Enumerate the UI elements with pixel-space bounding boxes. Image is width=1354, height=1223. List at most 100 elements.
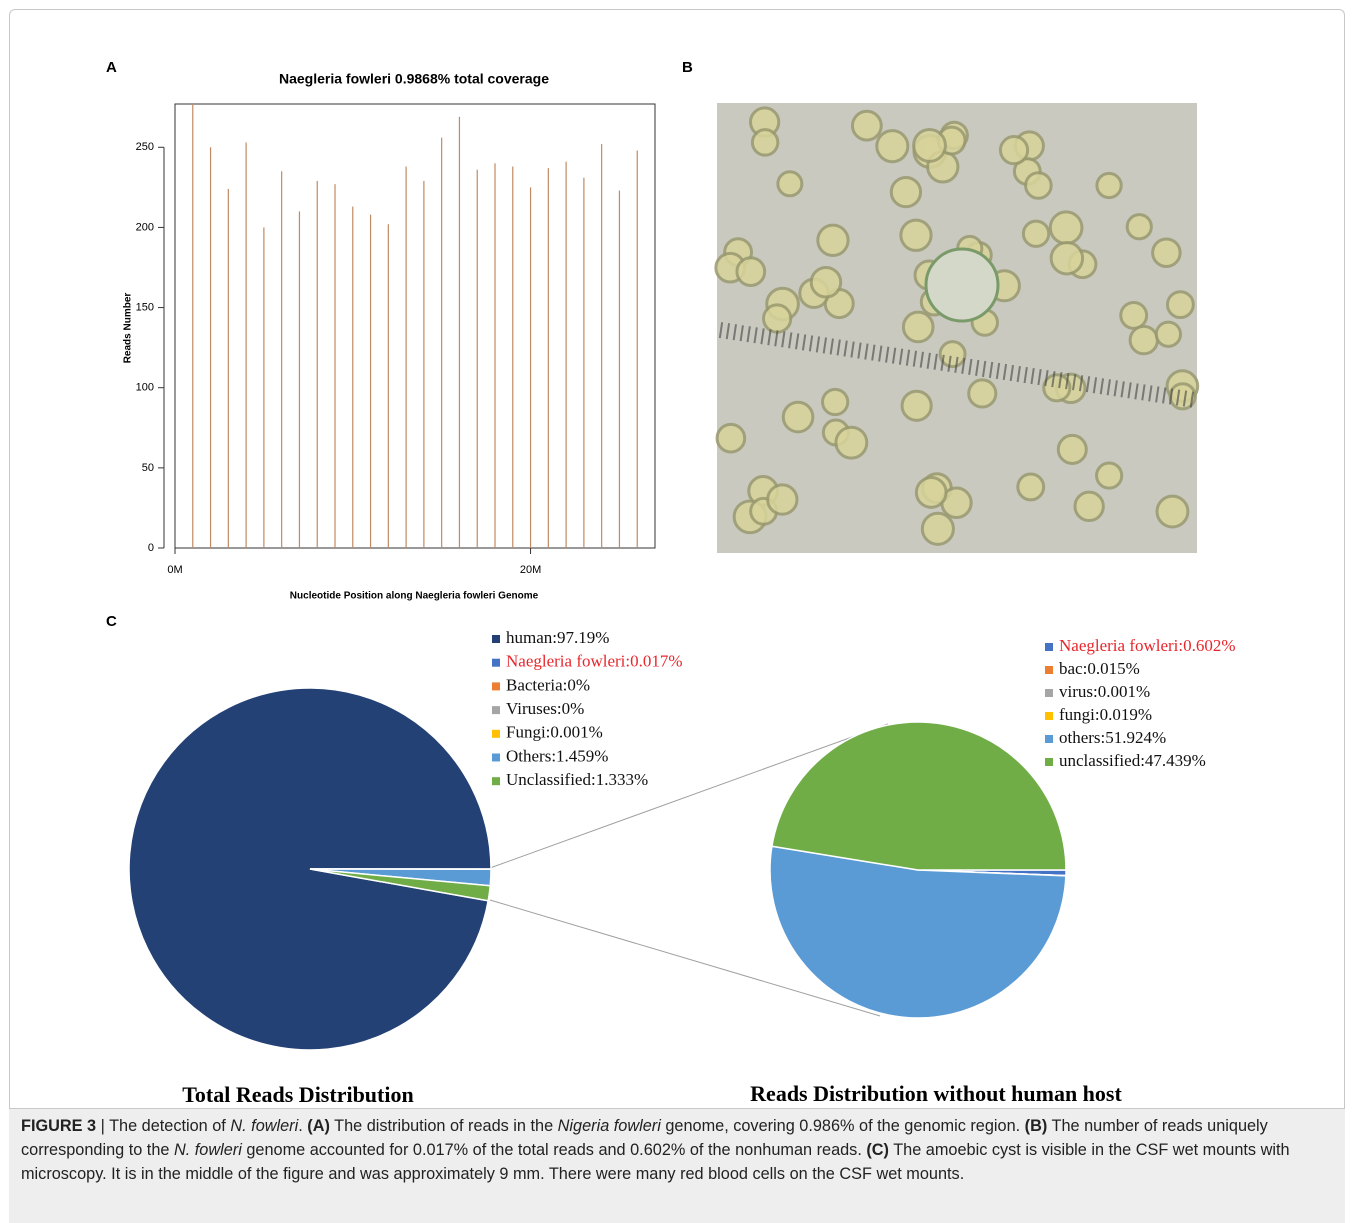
bar <box>334 184 335 548</box>
micrograph <box>716 103 1198 553</box>
x-axis-label: Nucleotide Position along Naegleria fowl… <box>290 591 539 602</box>
caption-text: The distribution of reads in the <box>330 1117 558 1135</box>
bar <box>210 147 211 548</box>
panel-label: C <box>106 613 117 630</box>
bar <box>583 178 584 548</box>
legend-label: bac:0.015% <box>1059 659 1140 678</box>
bar <box>619 191 620 548</box>
bar <box>494 163 495 548</box>
cell <box>1153 239 1181 267</box>
caption-text: Nigeria fowleri <box>558 1117 661 1135</box>
cell <box>1156 322 1180 346</box>
cell <box>768 485 797 514</box>
legend-label: Others:1.459% <box>506 746 608 765</box>
caption-text: N. fowleri <box>230 1117 298 1135</box>
cell <box>852 111 881 140</box>
cyst <box>926 249 998 321</box>
legend-swatch <box>1045 735 1053 743</box>
legend-label: human:97.19% <box>506 628 609 647</box>
bar <box>388 224 389 548</box>
legend-label: Naegleria fowleri:0.017% <box>506 652 683 671</box>
cell <box>916 478 946 508</box>
cell <box>752 130 777 155</box>
legend-label: unclassified:47.439% <box>1059 751 1206 770</box>
cell <box>922 513 953 544</box>
legend-label: Unclassified:1.333% <box>506 770 648 789</box>
cell <box>1018 474 1044 500</box>
cell <box>1167 292 1193 318</box>
caption-text: N. fowleri <box>174 1141 242 1159</box>
y-tick-label: 100 <box>136 382 154 394</box>
bar <box>441 138 442 548</box>
bar <box>530 187 531 548</box>
caption-text: (A) <box>307 1117 330 1135</box>
y-tick-label: 150 <box>136 301 154 313</box>
cell <box>877 131 908 162</box>
cell <box>836 427 867 458</box>
cell <box>891 177 920 206</box>
pie-title: Reads Distribution without human host <box>750 1081 1122 1106</box>
bar <box>406 167 407 548</box>
bar <box>601 144 602 548</box>
cell <box>1121 302 1147 328</box>
cell <box>1023 221 1048 246</box>
pie-slice <box>772 722 1066 870</box>
cell <box>903 312 933 342</box>
caption-text: (B) <box>1025 1117 1048 1135</box>
figure: A B C Naegleria fowleri 0.9868% total co… <box>0 0 1354 1108</box>
cell <box>1058 435 1086 463</box>
cell <box>1097 173 1121 197</box>
cell <box>940 342 965 367</box>
legend-label: Fungi:0.001% <box>506 723 603 742</box>
panel-label: A <box>106 59 117 76</box>
cell <box>1157 496 1188 527</box>
cell <box>737 258 765 286</box>
cell <box>901 220 931 250</box>
y-tick-label: 200 <box>136 221 154 233</box>
bar <box>477 170 478 548</box>
bar <box>423 181 424 548</box>
chart-title: Naegleria fowleri 0.9868% total coverage <box>279 71 549 87</box>
cell <box>1026 173 1052 199</box>
legend-label: virus:0.001% <box>1059 682 1150 701</box>
bar <box>637 150 638 548</box>
cell <box>1130 326 1157 353</box>
legend-swatch <box>492 730 500 738</box>
bar <box>566 162 567 548</box>
cell <box>1097 463 1122 488</box>
cell <box>1050 212 1082 244</box>
bar <box>263 227 264 548</box>
cell <box>811 267 840 296</box>
bar <box>459 117 460 548</box>
legend-swatch <box>492 706 500 714</box>
legend-label: Bacteria:0% <box>506 675 590 694</box>
cell <box>969 380 996 407</box>
cell <box>818 225 848 255</box>
bar <box>192 104 193 548</box>
caption: FIGURE 3 | The detection of N. fowleri. … <box>9 1108 1345 1223</box>
plot-box <box>175 104 655 548</box>
bar <box>281 171 282 548</box>
legend-swatch <box>492 754 500 762</box>
legend-swatch <box>1045 712 1053 720</box>
legend-swatch <box>492 635 500 643</box>
legend-label: Naegleria fowleri:0.602% <box>1059 636 1236 655</box>
cell <box>902 391 931 420</box>
caption-text: . <box>298 1117 307 1135</box>
cell <box>764 305 791 332</box>
pie-title: Total Reads Distribution <box>182 1082 413 1107</box>
cell <box>823 389 848 414</box>
cell <box>1075 492 1103 520</box>
legend-swatch <box>492 659 500 667</box>
page: {"panels": ["A", "B", "C"], "chart_data"… <box>0 0 1354 1217</box>
y-axis-label: Reads Number <box>123 293 134 364</box>
y-tick-label: 50 <box>142 462 154 474</box>
bar <box>512 167 513 548</box>
x-tick-label: 0M <box>167 564 182 576</box>
legend-label: others:51.924% <box>1059 728 1166 747</box>
caption-text: FIGURE 3 <box>21 1117 96 1135</box>
bar <box>548 168 549 548</box>
caption-text: | The detection of <box>96 1117 230 1135</box>
cell <box>914 130 946 162</box>
bar <box>299 211 300 548</box>
